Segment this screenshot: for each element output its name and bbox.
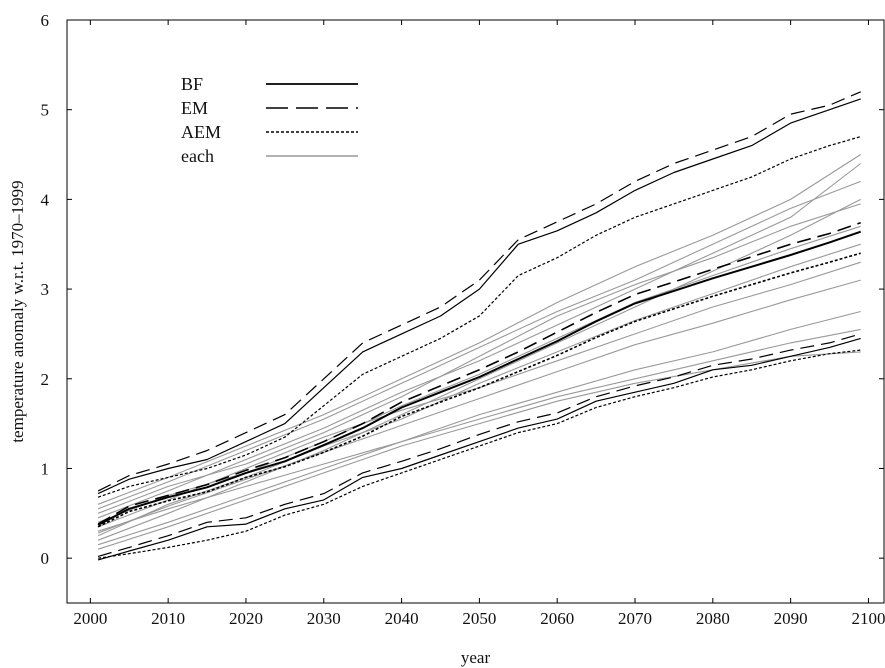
series-line-em <box>97 333 861 557</box>
series-line-each <box>97 351 861 550</box>
legend-label-aem: AEM <box>181 122 221 142</box>
y-tick-label: 4 <box>41 190 50 209</box>
series-line-each <box>97 279 861 534</box>
y-tick-label: 6 <box>41 11 50 30</box>
y-tick-label: 0 <box>41 549 50 568</box>
x-tick-label: 2010 <box>151 609 185 628</box>
series-line-each <box>97 154 861 505</box>
x-tick-label: 2000 <box>73 609 107 628</box>
x-tick-label: 2090 <box>774 609 808 628</box>
series-line-each <box>97 243 861 537</box>
series-line-each <box>97 198 861 541</box>
x-tick-label: 2050 <box>462 609 496 628</box>
series-line-bf <box>97 98 861 495</box>
x-tick-label: 2030 <box>307 609 341 628</box>
legend: BF EM AEM each <box>181 74 358 166</box>
y-tick-label: 2 <box>41 370 50 389</box>
series-lines <box>97 91 862 561</box>
series-line-each <box>97 225 861 523</box>
x-tick-label: 2080 <box>696 609 730 628</box>
y-tick-label: 5 <box>41 101 50 120</box>
series-line-aem <box>97 136 861 498</box>
series-line-each <box>97 261 861 528</box>
x-tick-label: 2040 <box>385 609 419 628</box>
series-line-em <box>97 91 861 492</box>
x-tick-label: 2020 <box>229 609 263 628</box>
series-line-bf <box>97 230 862 526</box>
series-line-bf <box>97 337 861 561</box>
x-tick-label: 2060 <box>540 609 574 628</box>
y-axis-label: temperature anomaly w.r.t. 1970–1999 <box>8 180 27 442</box>
legend-label-em: EM <box>181 98 208 118</box>
legend-label-bf: BF <box>181 74 203 94</box>
series-line-em <box>97 221 861 525</box>
series-line-each <box>97 163 862 519</box>
series-line-each <box>97 310 861 532</box>
y-tick-label: 1 <box>41 459 50 478</box>
legend-label-each: each <box>181 146 214 166</box>
y-tick-label: 3 <box>41 280 50 299</box>
series-line-each <box>97 180 861 510</box>
axes: 2000 2010 2020 2030 2040 2050 2060 2070 2080 2090… <box>8 11 885 667</box>
series-line-each <box>97 328 861 546</box>
series-line-each <box>97 203 861 514</box>
series-line-aem <box>97 252 861 528</box>
x-tick-label: 2100 <box>851 609 885 628</box>
plot-frame <box>66 19 885 604</box>
x-tick-label: 2070 <box>618 609 652 628</box>
x-axis-label: year <box>461 648 491 667</box>
